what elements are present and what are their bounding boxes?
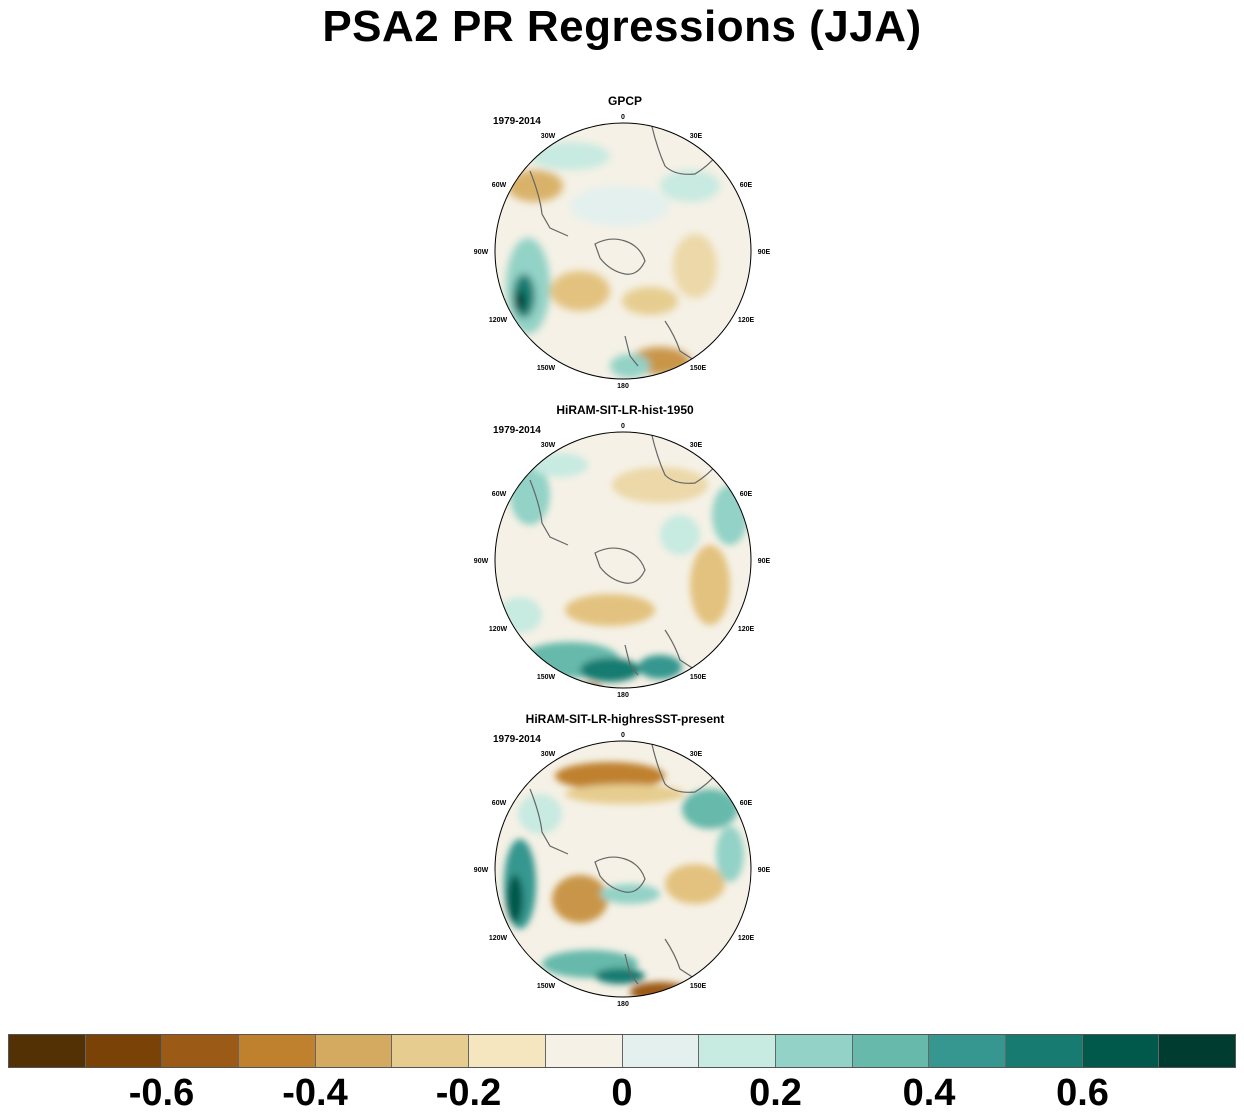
colorbar-tick-label: -0.2 [435,1072,502,1114]
lon-label: 90W [474,558,489,565]
colorbar-swatch [1005,1035,1083,1067]
colorbar-swatch [85,1035,163,1067]
colorbar-swatch [239,1035,316,1067]
lon-label: 150E [690,674,707,681]
colorbar-tick-label: -0.6 [128,1072,195,1114]
lon-label: 60E [740,182,753,189]
lon-label: 60W [492,800,507,807]
lon-label: 90E [758,558,771,565]
lon-label: 60E [740,800,753,807]
lon-label: 180 [617,1001,629,1008]
lon-label: 120W [489,317,508,324]
colorbar-tick-label: -0.4 [282,1072,348,1114]
lon-label: 120W [489,626,508,633]
lon-label: 120E [738,626,755,633]
lon-label: 150E [690,365,707,372]
panel-title: HiRAM-SIT-LR-hist-1950 [556,403,694,417]
lon-label: 150E [690,983,707,990]
colorbar-swatch [162,1035,240,1067]
colorbar-swatch [392,1035,470,1067]
lon-label: 30E [690,442,703,449]
colorbar-swatch [852,1035,930,1067]
colorbar [8,1034,1236,1068]
colorbar-tick-labels: -0.6 -0.4 -0.2 0 0.2 0.4 0.6 [8,1072,1236,1116]
colorbar-swatch [929,1035,1006,1067]
period-label: 1979-2014 [493,425,541,436]
lon-label: 30E [690,133,703,140]
colorbar-swatch [1159,1035,1235,1067]
period-label: 1979-2014 [493,116,541,127]
lon-label: 90W [474,249,489,256]
map-panel-gpcp: GPCP 1979-2014 [460,94,790,396]
figure-title: PSA2 PR Regressions (JJA) [322,2,922,51]
colorbar-swatch [775,1035,853,1067]
colorbar-swatch [699,1035,776,1067]
lon-label: 90W [474,867,489,874]
colorbar-swatch [1082,1035,1160,1067]
colorbar-swatch [545,1035,623,1067]
lon-label: 30W [541,133,556,140]
polar-map: 0 30E 60E 90E 120E 150E 180 150W 120W 90… [474,732,771,1008]
lon-label: 150W [537,674,556,681]
lon-label: 30W [541,751,556,758]
colorbar-tick-label: 0.4 [902,1072,956,1114]
lon-label: 90E [758,867,771,874]
colorbar-swatch [622,1035,700,1067]
lon-label: 120E [738,935,755,942]
lon-label: 30E [690,751,703,758]
lon-label: 60E [740,491,753,498]
colorbar-swatch [9,1035,86,1067]
lon-label: 0 [621,732,625,739]
panel-title: GPCP [607,94,642,108]
colorbar-tick-label: 0.2 [749,1072,802,1114]
polar-map: 0 30E 60E 90E 120E 150E 180 150W 120W 90… [474,114,771,390]
lon-label: 90E [758,249,771,256]
lon-label: 150W [537,983,556,990]
lon-label: 30W [541,442,556,449]
lon-label: 60W [492,182,507,189]
map-panel-highressst-present: HiRAM-SIT-LR-highresSST-present 1979-201… [460,712,790,1014]
lon-label: 180 [617,692,629,699]
lon-label: 120W [489,935,508,942]
lon-label: 150W [537,365,556,372]
lon-label: 0 [621,423,625,430]
lon-label: 120E [738,317,755,324]
period-label: 1979-2014 [493,734,541,745]
lon-label: 60W [492,491,507,498]
polar-map: 0 30E 60E 90E 120E 150E 180 150W 120W 90… [474,423,771,699]
colorbar-swatch [315,1035,393,1067]
colorbar-tick-label: 0.6 [1056,1072,1109,1114]
colorbar-tick-label: 0 [611,1072,633,1114]
colorbar-swatch [469,1035,546,1067]
lon-label: 0 [621,114,625,121]
panel-title: HiRAM-SIT-LR-highresSST-present [525,712,725,726]
map-panel-hist-1950: HiRAM-SIT-LR-hist-1950 1979-2014 [460,403,790,705]
lon-label: 180 [617,383,629,390]
